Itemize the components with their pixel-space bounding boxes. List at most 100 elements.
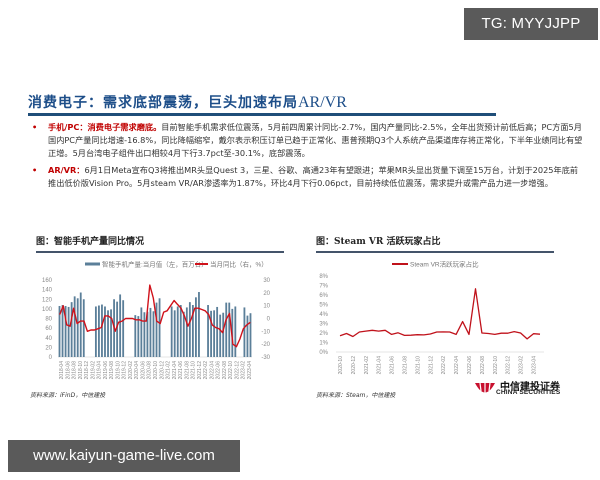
svg-text:60: 60 [45, 326, 52, 332]
svg-text:2023-04: 2023-04 [532, 356, 538, 375]
svg-text:2022-10: 2022-10 [493, 356, 499, 375]
svg-text:2020-12: 2020-12 [159, 361, 165, 380]
svg-text:160: 160 [42, 278, 53, 284]
svg-text:2021-08: 2021-08 [403, 356, 409, 375]
svg-text:2021-12: 2021-12 [428, 356, 434, 375]
svg-text:2020-02: 2020-02 [128, 361, 134, 380]
china-securities-mark-icon [475, 382, 495, 393]
bullet-lead: 手机/PC：消费电子需求磨底。 [48, 122, 162, 132]
svg-text:0: 0 [267, 317, 271, 323]
bullet-marker: • [32, 122, 38, 132]
chart-right-caption: 图：Steam VR 活跃玩家占比 [316, 237, 441, 247]
page-title-latin: AR/VR [298, 94, 347, 111]
svg-text:2022-06: 2022-06 [467, 356, 473, 375]
svg-text:-30: -30 [261, 355, 270, 361]
svg-text:2022-02: 2022-02 [441, 356, 447, 375]
svg-text:2018-10: 2018-10 [78, 361, 84, 380]
svg-text:2022-12: 2022-12 [234, 361, 240, 380]
svg-text:2020-08: 2020-08 [147, 361, 153, 380]
chart-right-source: 资料来源：Steam，中信建投 [316, 392, 396, 399]
svg-text:2023-02: 2023-02 [519, 356, 525, 375]
bullet-phone-pc: • 手机/PC：消费电子需求磨底。目前智能手机需求低位震荡，5月前四周累计同比-… [26, 121, 586, 160]
svg-text:2021-10: 2021-10 [415, 356, 421, 375]
svg-text:2022-04: 2022-04 [209, 361, 215, 380]
svg-text:2021-02: 2021-02 [364, 356, 370, 375]
svg-text:2022-08: 2022-08 [222, 361, 228, 380]
legend-line-label: Steam VR活跃玩家占比 [410, 260, 479, 269]
svg-text:2021-12: 2021-12 [197, 361, 203, 380]
svg-text:2018-08: 2018-08 [72, 361, 78, 380]
svg-text:8%: 8% [319, 274, 328, 280]
svg-text:100: 100 [42, 307, 53, 313]
svg-text:2022-08: 2022-08 [480, 356, 486, 375]
svg-text:-10: -10 [261, 329, 270, 335]
chart-right-header: 图：Steam VR 活跃玩家占比 [316, 234, 554, 253]
svg-text:2023-04: 2023-04 [247, 361, 253, 380]
svg-text:120: 120 [42, 297, 53, 303]
page-title-cn: 消费电子：需求底部震荡，巨头加速布局 [28, 95, 298, 111]
svg-text:2020-10: 2020-10 [153, 361, 159, 380]
bullet-marker: • [32, 165, 38, 175]
svg-text:0%: 0% [319, 350, 328, 356]
svg-text:2021-08: 2021-08 [184, 361, 190, 380]
watermark-telegram: TG: MYYJJPP [464, 8, 598, 40]
bullet-list: • 手机/PC：消费电子需求磨底。目前智能手机需求低位震荡，5月前四周累计同比-… [26, 121, 586, 194]
svg-text:2019-04: 2019-04 [97, 361, 103, 380]
svg-text:2022-12: 2022-12 [506, 356, 512, 375]
chart-left-rule [36, 251, 284, 253]
chart-steam-vr-share: Steam VR活跃玩家占比 0% 1% 2% 3% 4% 5% 6% 7% 8% 2020-10 2… [319, 260, 544, 375]
svg-text:30: 30 [263, 278, 270, 284]
bullet-lead: AR/VR： [48, 165, 85, 175]
svg-text:2019-10: 2019-10 [115, 361, 121, 380]
svg-text:2018-04: 2018-04 [59, 361, 65, 380]
chart-left-caption: 图：智能手机产量同比情况 [36, 237, 145, 247]
svg-text:80: 80 [45, 317, 52, 323]
svg-text:2022-04: 2022-04 [454, 356, 460, 375]
svg-text:6%: 6% [319, 293, 328, 299]
svg-text:2018-06: 2018-06 [65, 361, 71, 380]
logo-en: CHINA SECURITIES [496, 389, 561, 396]
chart-left-source: 资料来源：iFinD，中信建投 [30, 392, 106, 399]
legend-bar-label: 智能手机产量:当月值（左，百万台） [102, 260, 208, 269]
svg-text:20: 20 [263, 291, 270, 297]
svg-text:2021-06: 2021-06 [390, 356, 396, 375]
china-securities-logo: 中信建投证券 CHINA SECURITIES [474, 380, 574, 404]
svg-text:2020-04: 2020-04 [134, 361, 140, 380]
title-divider [28, 113, 496, 116]
svg-text:10: 10 [263, 304, 270, 310]
svg-text:2022-10: 2022-10 [228, 361, 234, 380]
logo-cn: 中信建投证券 [500, 382, 560, 393]
svg-text:2021-04: 2021-04 [172, 361, 178, 380]
svg-text:2020-06: 2020-06 [140, 361, 146, 380]
svg-text:-20: -20 [261, 342, 270, 348]
chart-right-rule [316, 251, 554, 253]
bullet-text: 目前智能手机需求低位震荡，5月前四周累计同比-2.7%，国内产量同比-2.5%，… [48, 122, 583, 158]
svg-text:1%: 1% [319, 341, 328, 347]
svg-text:2020-12: 2020-12 [351, 356, 357, 375]
svg-text:7%: 7% [319, 284, 328, 290]
svg-text:4%: 4% [319, 312, 328, 318]
svg-text:2019-02: 2019-02 [90, 361, 96, 380]
svg-text:0: 0 [49, 355, 53, 361]
legend-line-label: 当月同比（右，%） [210, 260, 268, 269]
svg-text:2019-12: 2019-12 [122, 361, 128, 380]
svg-text:2019-06: 2019-06 [103, 361, 109, 380]
watermark-url: www.kaiyun-game-live.com [8, 440, 240, 472]
svg-text:2022-02: 2022-02 [203, 361, 209, 380]
svg-text:2021-02: 2021-02 [166, 361, 172, 380]
svg-text:2018-12: 2018-12 [84, 361, 90, 380]
svg-text:2021-04: 2021-04 [377, 356, 383, 375]
svg-text:2021-10: 2021-10 [191, 361, 197, 380]
svg-text:2023-02: 2023-02 [241, 361, 247, 380]
chart-smartphone-production: 智能手机产量:当月值（左，百万台） 当月同比（右，%）02040608010012… [42, 260, 271, 380]
svg-text:20: 20 [45, 345, 52, 351]
chart-left-header: 图：智能手机产量同比情况 [36, 234, 284, 253]
svg-text:2020-10: 2020-10 [338, 356, 344, 375]
svg-text:2022-06: 2022-06 [216, 361, 222, 380]
svg-text:2%: 2% [319, 331, 328, 337]
svg-text:40: 40 [45, 336, 52, 342]
svg-text:3%: 3% [319, 322, 328, 328]
page-title: 消费电子：需求底部震荡，巨头加速布局AR/VR [28, 92, 347, 112]
bullet-ar-vr: • AR/VR：6月1日Meta宣布Q3将推出MR头显Quest 3，三星、谷歌… [26, 164, 586, 190]
svg-text:140: 140 [42, 288, 53, 294]
